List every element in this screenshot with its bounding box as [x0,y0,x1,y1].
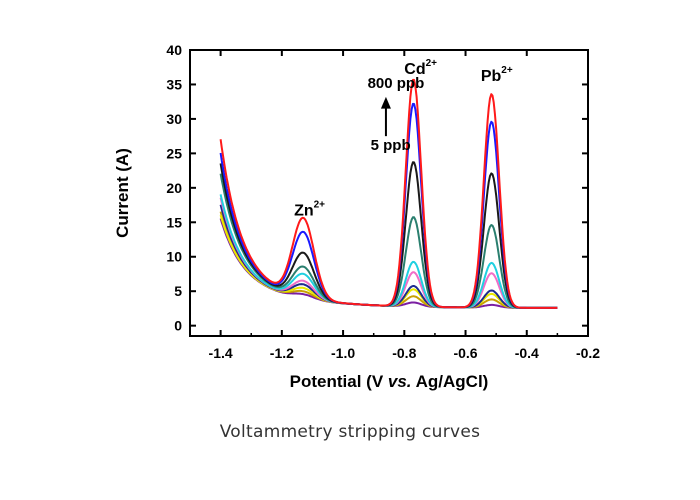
chart-annotation: 800 ppb [368,75,425,92]
chart-annotation: Cd2+ [404,58,437,78]
x-tick-label: -0.6 [453,345,477,361]
y-axis-title: Current (A) [113,148,132,238]
chart-annotation: Zn2+ [294,199,325,219]
y-tick-label: 25 [166,145,182,161]
chart-annotation: 5 ppb [371,137,411,154]
x-tick-label: -1.2 [270,345,294,361]
x-axis-title: Potential (V vs. Ag/AgCl) [290,372,489,391]
x-tick-label: -0.2 [576,345,600,361]
y-tick-label: 35 [166,76,182,92]
y-axis: 0 5 10 15 20 25 30 35 40 [166,42,588,334]
y-tick-label: 5 [174,283,182,299]
x-tick-label: -0.4 [515,345,539,361]
chart-svg: -1.4 -1.2 -1.0 -0.8 -0.6 -0.4 -0.2 0 5 10 15 20 25 3… [113,42,600,391]
chart-annotation: Pb2+ [481,65,513,85]
y-tick-label: 0 [174,318,182,334]
y-tick-label: 20 [166,180,182,196]
x-tick-label: -0.8 [392,345,416,361]
annotation-layer: Zn2+ Cd2+ Pb2+ 800 ppb 5 ppb [294,58,513,219]
series-line [219,78,558,309]
y-tick-label: 30 [166,111,182,127]
y-tick-label: 40 [166,42,182,58]
y-tick-label: 10 [166,249,182,265]
x-axis: -1.4 -1.2 -1.0 -0.8 -0.6 -0.4 -0.2 [189,50,600,361]
series-layer [219,78,558,309]
plot-frame [189,49,589,337]
figure-caption: Voltammetry stripping curves [219,422,481,442]
y-tick-label: 15 [166,214,182,230]
x-tick-label: -1.4 [209,345,233,361]
concentration-arrowhead [380,96,391,109]
x-tick-label: -1.0 [331,345,355,361]
